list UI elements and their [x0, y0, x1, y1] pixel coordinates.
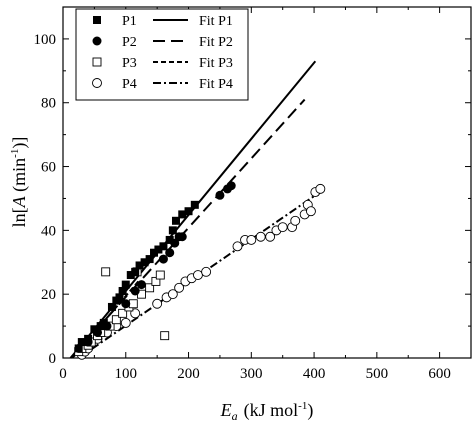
data-point-p1 — [107, 302, 116, 311]
data-point-p2 — [165, 248, 175, 258]
data-point-p1 — [145, 255, 154, 264]
data-point-p1 — [126, 271, 135, 280]
data-point-p1 — [154, 245, 163, 254]
data-point-p3 — [128, 299, 138, 309]
data-point-p3 — [111, 315, 121, 325]
y-tick-label: 20 — [41, 287, 56, 303]
data-point-p2 — [215, 190, 225, 200]
data-point-p1 — [184, 207, 193, 216]
legend-box — [75, 8, 249, 101]
data-point-p1 — [165, 235, 174, 244]
data-point-p4 — [255, 231, 266, 242]
y-tick-label: 60 — [41, 160, 56, 176]
data-point-p1 — [121, 280, 130, 289]
x-tick-label: 500 — [366, 366, 389, 382]
data-point-p4 — [305, 206, 316, 217]
data-point-p2 — [226, 181, 236, 191]
data-point-p1 — [178, 210, 187, 219]
data-point-p2 — [121, 299, 131, 309]
data-points — [74, 181, 326, 360]
y-tick-label: 80 — [41, 96, 56, 112]
data-point-p1 — [77, 338, 86, 347]
data-point-p4 — [174, 282, 185, 293]
data-point-p3 — [145, 283, 155, 293]
data-point-p1 — [99, 318, 108, 327]
y-tick-label: 0 — [49, 351, 57, 367]
x-tick-label: 300 — [240, 366, 263, 382]
data-point-p1 — [118, 286, 127, 295]
x-tick-label: 100 — [115, 366, 138, 382]
data-point-p1 — [131, 267, 140, 276]
y-axis-title: ln[A (min-1)] — [9, 137, 30, 228]
data-point-p1 — [74, 344, 83, 353]
data-point-p2 — [130, 286, 140, 296]
x-tick-label: 200 — [177, 366, 200, 382]
legend-marker-p4 — [92, 78, 102, 88]
legend-marker-p3 — [92, 57, 102, 67]
data-point-p1 — [140, 258, 149, 267]
data-point-p4 — [315, 183, 326, 194]
legend-label-fit-p2: Fit P2 — [199, 35, 233, 50]
data-point-p1 — [190, 200, 199, 209]
data-point-p2 — [177, 232, 187, 242]
data-point-p1 — [115, 293, 124, 302]
data-point-p4 — [193, 270, 203, 280]
data-point-p4 — [246, 234, 257, 245]
y-tick-label: 100 — [34, 32, 57, 48]
data-point-p4 — [290, 215, 301, 226]
data-point-p1 — [135, 261, 144, 270]
data-point-p1 — [168, 226, 177, 235]
data-point-p4 — [120, 317, 131, 328]
data-point-p1 — [159, 242, 168, 251]
data-point-p1 — [84, 334, 93, 343]
data-point-p2 — [158, 254, 168, 264]
data-point-p3 — [101, 267, 111, 277]
legend: P1 Fit P1 P2 Fit P2 P3 Fit P3 P4 Fit P4 — [75, 8, 249, 101]
legend-label-p1: P1 — [122, 14, 137, 29]
legend-label-fit-p1: Fit P1 — [199, 14, 233, 29]
data-point-p1 — [150, 248, 159, 257]
fit-lines — [69, 60, 317, 359]
data-point-p4 — [167, 289, 178, 300]
legend-label-fit-p3: Fit P3 — [199, 56, 233, 71]
data-point-p3 — [118, 308, 128, 318]
data-point-p3 — [155, 270, 165, 280]
x-axis-title: Ea (kJ mol-1) — [220, 400, 314, 423]
data-point-p2 — [136, 280, 146, 290]
data-point-p1 — [90, 325, 99, 334]
data-point-p3 — [160, 331, 170, 341]
legend-label-p3: P3 — [122, 56, 137, 71]
data-point-p4 — [265, 231, 276, 242]
legend-marker-p1 — [93, 16, 101, 24]
data-point-p4 — [232, 241, 243, 252]
legend-label-p4: P4 — [122, 77, 137, 92]
legend-label-fit-p4: Fit P4 — [199, 77, 233, 92]
data-point-p1 — [171, 216, 180, 225]
legend-marker-p2 — [92, 36, 102, 46]
y-tick-label: 40 — [41, 223, 56, 239]
data-point-p4 — [201, 266, 212, 277]
legend-label-p2: P2 — [122, 35, 137, 50]
x-tick-label: 0 — [59, 366, 67, 382]
data-point-p4 — [277, 222, 288, 233]
x-tick-label: 600 — [428, 366, 451, 382]
fit-line-fit-p1 — [69, 60, 317, 359]
data-point-p4 — [152, 298, 163, 309]
y-axis-ticks: 0 20 40 60 80 100 — [34, 32, 471, 367]
x-tick-label: 400 — [303, 366, 326, 382]
x-axis-ticks: 0 100 200 300 400 500 600 — [59, 7, 451, 382]
plot-frame — [62, 6, 472, 359]
